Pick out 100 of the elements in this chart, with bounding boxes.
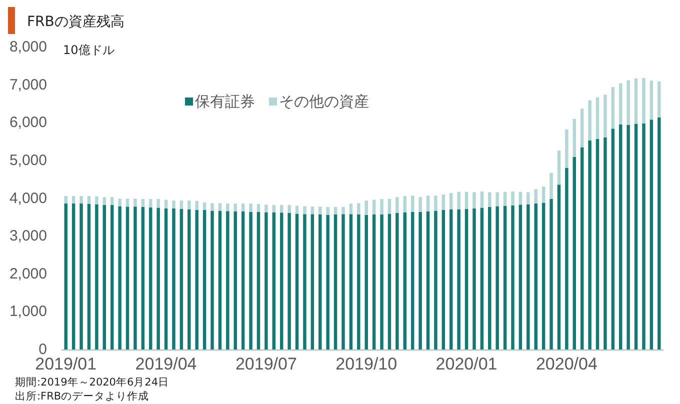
bar	[442, 210, 446, 350]
bar	[141, 206, 145, 350]
bar	[188, 209, 191, 350]
bar	[357, 214, 360, 350]
bar	[134, 198, 137, 207]
bar	[496, 206, 499, 350]
bar	[464, 208, 468, 350]
bar	[611, 128, 615, 350]
bar	[202, 210, 206, 350]
x-tick-label: 2020/01	[436, 354, 498, 374]
bar	[626, 80, 630, 125]
text: 期間:2019年～2020年6月24日	[15, 376, 170, 388]
bar	[588, 100, 592, 140]
bar	[295, 214, 299, 350]
bar	[188, 200, 191, 210]
bar	[141, 199, 145, 207]
bar	[449, 209, 453, 350]
chart-title: FRBの資産残高	[27, 14, 124, 30]
y-tick-label: 8,000	[9, 38, 47, 56]
bar	[542, 186, 546, 203]
bar	[241, 204, 245, 212]
bar	[626, 124, 630, 350]
bar	[334, 206, 338, 215]
bar	[550, 199, 553, 350]
bar	[303, 214, 306, 350]
bar	[442, 194, 446, 210]
bar	[218, 210, 222, 350]
bar	[172, 208, 176, 350]
bar	[488, 192, 492, 207]
bar	[526, 192, 530, 204]
bar	[658, 117, 661, 350]
bar	[518, 204, 522, 350]
bar	[264, 212, 268, 350]
bar	[434, 210, 438, 350]
bar	[326, 214, 330, 350]
bar	[472, 192, 476, 208]
bar	[396, 212, 399, 350]
bar	[426, 211, 430, 350]
y-tick-label: 1,000	[9, 303, 47, 320]
bar	[557, 150, 561, 185]
bar	[87, 196, 91, 204]
bar	[95, 196, 98, 204]
bar	[202, 202, 206, 210]
bar	[388, 199, 392, 214]
bar	[272, 212, 276, 350]
bar	[303, 206, 306, 214]
bar	[326, 206, 330, 215]
y-tick-label: 4,000	[9, 190, 47, 207]
bar	[226, 204, 230, 212]
bar	[503, 192, 507, 206]
bar	[403, 196, 406, 212]
bar	[342, 214, 345, 350]
bar	[210, 210, 214, 350]
bar	[288, 205, 291, 213]
bar	[572, 118, 576, 158]
bar	[642, 123, 646, 350]
bar	[565, 168, 568, 350]
bar	[249, 204, 252, 212]
y-tick-label: 6,000	[9, 114, 47, 132]
bar	[95, 204, 98, 350]
bar	[496, 192, 499, 206]
bar	[396, 197, 399, 213]
bar	[256, 204, 260, 212]
bar	[542, 202, 546, 350]
bar	[410, 212, 414, 350]
bar	[534, 189, 538, 204]
bar	[418, 197, 422, 212]
bar	[318, 214, 322, 350]
bar	[310, 214, 314, 350]
bar	[180, 208, 184, 350]
text: 出所:FRBのデータより作成	[15, 390, 150, 402]
bar	[511, 191, 514, 206]
bar	[234, 204, 237, 212]
bar	[557, 184, 561, 350]
bar	[604, 137, 607, 350]
bar	[388, 214, 392, 350]
bar	[364, 214, 368, 350]
bar	[210, 203, 214, 211]
bar	[72, 204, 76, 350]
bar	[349, 204, 353, 214]
bar	[118, 198, 122, 206]
bar	[634, 124, 638, 350]
bar	[380, 199, 384, 215]
bar	[195, 200, 198, 210]
bar	[148, 207, 152, 350]
x-tick-label: 2019/04	[135, 354, 197, 374]
bar	[195, 210, 198, 350]
bar	[364, 200, 368, 215]
bar	[658, 81, 661, 118]
bar	[102, 197, 106, 206]
bar	[148, 199, 152, 208]
bar	[410, 196, 414, 212]
bar	[357, 203, 360, 215]
bar	[64, 196, 68, 204]
bar	[288, 212, 291, 350]
bar	[72, 196, 76, 204]
bar	[488, 206, 492, 350]
bar	[118, 206, 122, 350]
bar	[580, 108, 584, 148]
y-tick-label: 7,000	[9, 76, 47, 94]
